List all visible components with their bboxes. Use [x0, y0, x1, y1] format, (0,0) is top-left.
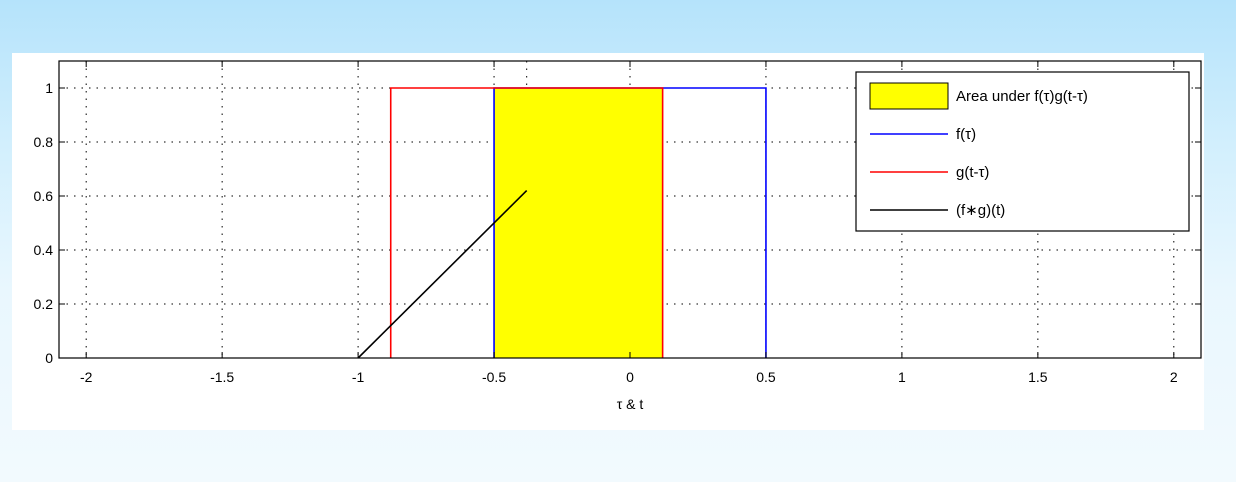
- chart-figure: -2 -1.5 -1 -0.5 0 0.5 1 1.5 2 0 0.2 0.4 0.6 0.8 1 τ & …: [12, 53, 1204, 430]
- y-tick-label: 0.4: [34, 242, 54, 258]
- legend-entry-label: f(τ): [956, 126, 976, 143]
- series-line-2: [389, 87, 664, 358]
- legend: Area under f(τ)g(t-τ) f(τ) g(t-τ) (f∗g)(t): [855, 71, 1190, 232]
- y-tick-label: 0.6: [34, 188, 54, 204]
- y-tick-label: 1: [45, 80, 53, 96]
- area-under-product: [494, 88, 663, 358]
- series-line-3: [357, 190, 528, 359]
- x-tick-label: 1: [898, 369, 906, 385]
- y-tick-label: 0: [45, 350, 53, 366]
- ticks: -2 -1.5 -1 -0.5 0 0.5 1 1.5 2 0 0.2 0.4 0.6 0.8 1: [34, 61, 1201, 385]
- legend-swatch-area: [869, 82, 949, 110]
- x-tick-label: -1: [352, 369, 365, 385]
- y-tick-label: 0.8: [34, 134, 54, 150]
- x-tick-label: 0.5: [756, 369, 776, 385]
- x-axis-label: τ & t: [617, 396, 644, 412]
- x-tick-label: -0.5: [482, 369, 506, 385]
- x-tick-label: 2: [1170, 369, 1178, 385]
- y-tick-label: 0.2: [34, 296, 54, 312]
- x-tick-label: -1.5: [210, 369, 234, 385]
- x-tick-label: 0: [626, 369, 634, 385]
- convolution-chart: -2 -1.5 -1 -0.5 0 0.5 1 1.5 2 0 0.2 0.4 0.6 0.8 1 τ & …: [34, 60, 1202, 412]
- legend-entry-label: (f∗g)(t): [956, 202, 1005, 219]
- x-tick-label: 1.5: [1028, 369, 1048, 385]
- x-tick-label: -2: [80, 369, 93, 385]
- legend-entry-label: Area under f(τ)g(t-τ): [956, 88, 1088, 105]
- data-layer: [357, 87, 767, 359]
- legend-entry-label: g(t-τ): [956, 164, 989, 181]
